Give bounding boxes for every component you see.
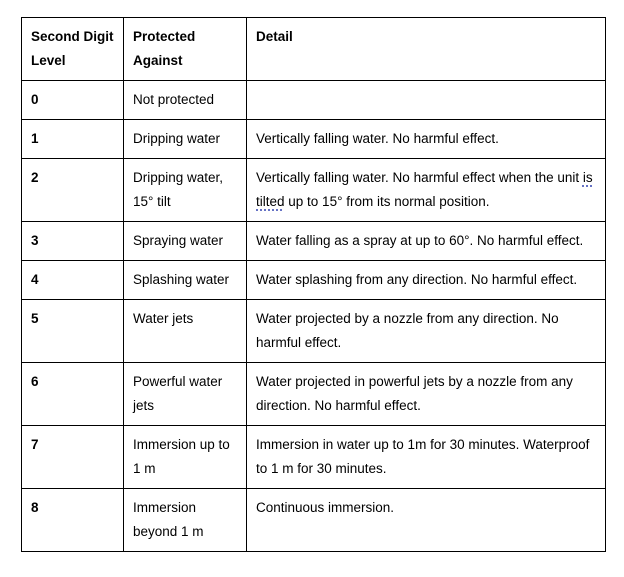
level-cell: 8 <box>21 488 124 552</box>
level-cell: 1 <box>21 119 124 159</box>
table-row: 8 Immersion beyond 1 m Continuous immersio… <box>21 488 606 552</box>
grammar-suggestion-word[interactable]: is <box>582 170 593 185</box>
protected-against-cell: Spraying water <box>123 221 247 261</box>
table-row: 3 Spraying water Water falling as a spray … <box>21 221 606 261</box>
protected-against-cell: Not protected <box>123 80 247 120</box>
table-header: Second Digit Level Protected Against Det… <box>21 17 606 81</box>
detail-cell: Water falling as a spray at up to 60°. N… <box>246 221 606 261</box>
protected-against-cell: Splashing water <box>123 260 247 300</box>
protected-against-cell: Dripping water <box>123 119 247 159</box>
detail-cell: Immersion in water up to 1m for 30 minut… <box>246 425 606 489</box>
header-cell-second-digit-level: Second Digit Level <box>21 17 124 81</box>
protected-against-cell: Powerful water jets <box>123 362 247 426</box>
detail-cell: Water projected by a nozzle from any dir… <box>246 299 606 363</box>
table-body: 0 Not protected 1 Dripping water Vertically … <box>21 80 606 552</box>
table-row: 6 Powerful water jets Water projected in p… <box>21 362 606 426</box>
header-cell-detail: Detail <box>246 17 606 81</box>
level-cell: 3 <box>21 221 124 261</box>
detail-text: Vertically falling water. No harmful eff… <box>256 170 583 185</box>
level-cell: 6 <box>21 362 124 426</box>
detail-cell: Vertically falling water. No harmful eff… <box>246 158 606 222</box>
protected-against-cell: Dripping water, 15° tilt <box>123 158 247 222</box>
level-cell: 5 <box>21 299 124 363</box>
detail-text: up to 15° from its normal position. <box>284 194 490 209</box>
level-cell: 4 <box>21 260 124 300</box>
detail-cell <box>246 80 606 120</box>
table-row: 5 Water jets Water projected by a nozzle f… <box>21 299 606 363</box>
detail-cell: Water splashing from any direction. No h… <box>246 260 606 300</box>
table-row: 0 Not protected <box>21 80 606 120</box>
detail-cell: Vertically falling water. No harmful eff… <box>246 119 606 159</box>
grammar-suggestion-word[interactable]: tilted <box>256 194 285 209</box>
detail-cell: Continuous immersion. <box>246 488 606 552</box>
table-row: 7 Immersion up to 1 m Immersion in water u… <box>21 425 606 489</box>
table-row: 1 Dripping water Vertically falling water.… <box>21 119 606 159</box>
header-cell-protected-against: Protected Against <box>123 17 247 81</box>
protected-against-cell: Immersion beyond 1 m <box>123 488 247 552</box>
level-cell: 2 <box>21 158 124 222</box>
table-row: 4 Splashing water Water splashing from any… <box>21 260 606 300</box>
ip-rating-table: Second Digit Level Protected Against Det… <box>21 17 606 552</box>
level-cell: 7 <box>21 425 124 489</box>
table-row: 2 Dripping water, 15° tilt Vertically fall… <box>21 158 606 222</box>
protected-against-cell: Water jets <box>123 299 247 363</box>
detail-cell: Water projected in powerful jets by a no… <box>246 362 606 426</box>
protected-against-cell: Immersion up to 1 m <box>123 425 247 489</box>
level-cell: 0 <box>21 80 124 120</box>
header-row: Second Digit Level Protected Against Det… <box>21 17 606 81</box>
